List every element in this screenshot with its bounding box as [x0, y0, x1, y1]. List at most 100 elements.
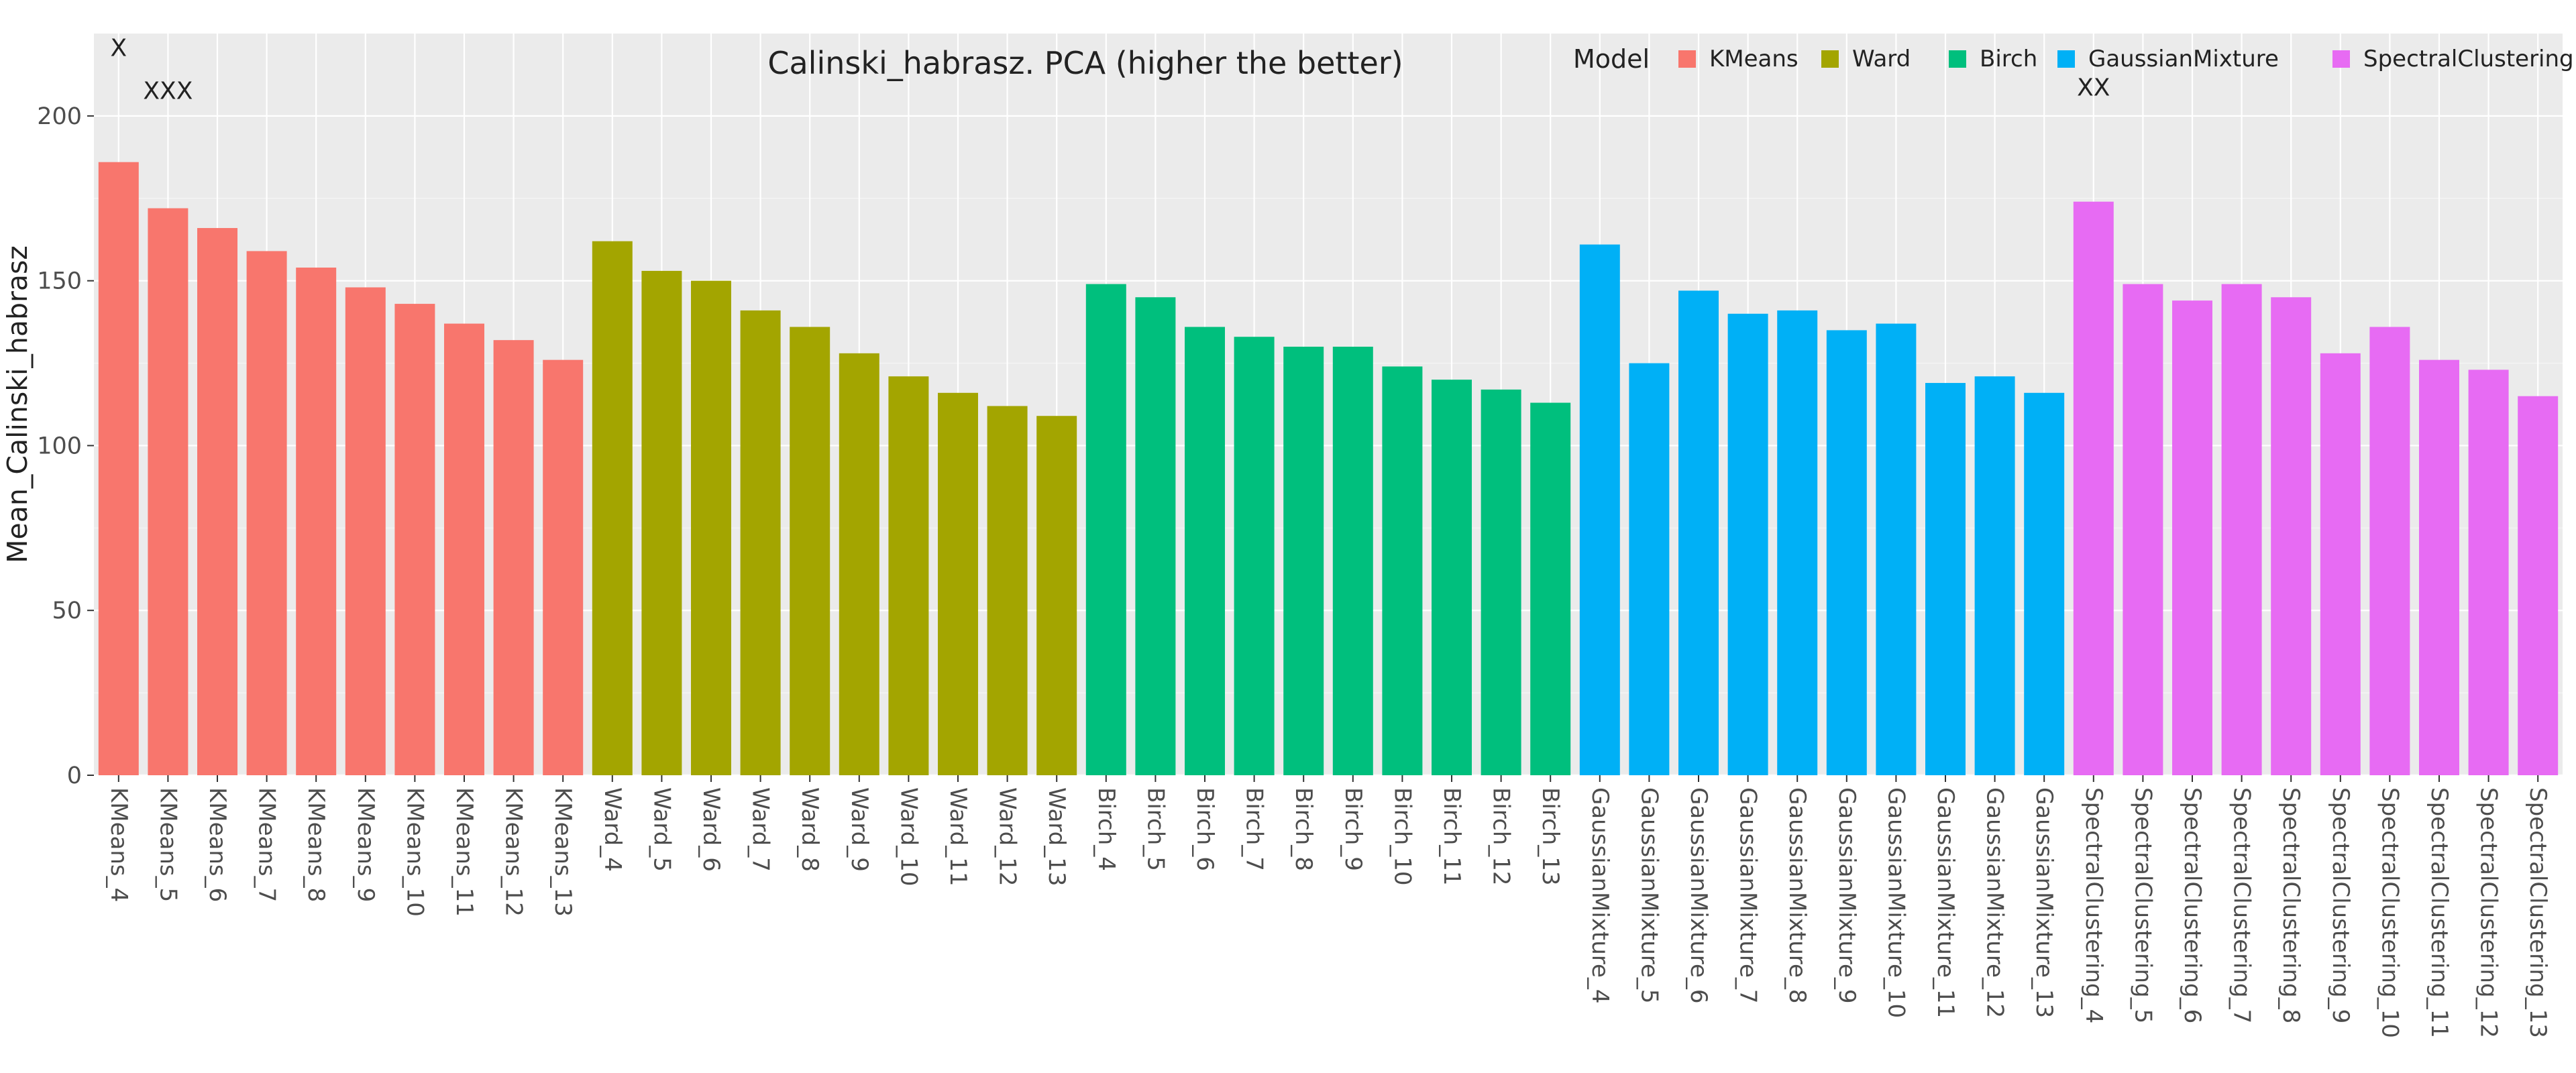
bar-ward-7 — [740, 310, 781, 775]
x-tick-label: Ward_10 — [895, 787, 922, 887]
y-tick-label: 100 — [37, 433, 82, 459]
x-tick-label: Birch_6 — [1191, 787, 1218, 871]
x-tick-label: KMeans_6 — [204, 787, 231, 902]
x-tick-label: Ward_4 — [599, 787, 626, 872]
legend-label: SpectralClustering — [2363, 46, 2574, 72]
bar-kmeans-6 — [197, 228, 237, 775]
x-tick-label: SpectralClustering_6 — [2179, 787, 2206, 1023]
bar-birch-12 — [1481, 389, 1521, 775]
x-tick-label: SpectralClustering_10 — [2376, 787, 2403, 1038]
bar-gaussianmixture-6 — [1678, 290, 1719, 775]
x-tick-label: GaussianMixture_10 — [1882, 787, 1909, 1018]
x-tick-label: SpectralClustering_7 — [2229, 787, 2255, 1023]
y-tick-label: 200 — [37, 103, 82, 130]
bar-ward-9 — [839, 353, 879, 775]
x-tick-label: Ward_7 — [747, 787, 774, 872]
bar-ward-13 — [1036, 416, 1077, 775]
x-tick-label: SpectralClustering_12 — [2475, 787, 2502, 1038]
bar-gaussianmixture-8 — [1777, 310, 1818, 775]
bar-ward-5 — [641, 270, 682, 775]
bar-birch-13 — [1530, 402, 1571, 775]
bar-birch-11 — [1432, 380, 1472, 775]
x-tick-label: KMeans_13 — [549, 787, 576, 917]
x-tick-label: Ward_6 — [698, 787, 724, 872]
x-tick-label: SpectralClustering_4 — [2080, 787, 2107, 1023]
x-tick-label: Birch_12 — [1488, 787, 1515, 886]
x-tick-label: KMeans_10 — [401, 787, 428, 917]
x-tick-label: Birch_9 — [1340, 787, 1366, 871]
bar-spectralclustering-6 — [2172, 300, 2212, 775]
legend-key-spectralclustering — [2332, 50, 2350, 68]
bar-kmeans-9 — [345, 287, 386, 775]
bar-gaussianmixture-11 — [1925, 383, 1966, 775]
bar-ward-6 — [691, 280, 731, 776]
x-tick-label: SpectralClustering_13 — [2524, 787, 2551, 1038]
bar-spectralclustering-10 — [2369, 327, 2410, 775]
x-tick-label: SpectralClustering_5 — [2129, 787, 2156, 1023]
bar-spectralclustering-5 — [2123, 284, 2163, 775]
bar-birch-4 — [1085, 284, 1126, 775]
bar-birch-6 — [1185, 327, 1225, 775]
bar-spectralclustering-11 — [2419, 359, 2459, 775]
bar-kmeans-8 — [296, 268, 337, 775]
bar-birch-10 — [1382, 366, 1423, 775]
x-tick-label: KMeans_11 — [451, 787, 478, 917]
bar-kmeans-13 — [543, 359, 584, 775]
bar-kmeans-11 — [444, 323, 484, 776]
x-tick-label: Ward_11 — [945, 787, 971, 887]
legend-title: Model — [1573, 44, 1650, 74]
bar-birch-9 — [1332, 346, 1373, 775]
y-tick-label: 150 — [37, 268, 82, 295]
bar-birch-5 — [1135, 297, 1176, 775]
x-tick-label: Ward_8 — [796, 787, 823, 872]
x-tick-label: KMeans_5 — [154, 787, 181, 902]
x-tick-label: Birch_11 — [1438, 787, 1465, 886]
bar-spectralclustering-7 — [2221, 284, 2262, 775]
x-tick-label: Ward_12 — [994, 787, 1021, 887]
x-tick-label: GaussianMixture_9 — [1833, 787, 1860, 1004]
bar-ward-12 — [987, 406, 1028, 775]
bar-kmeans-5 — [148, 208, 189, 776]
bar-kmeans-4 — [98, 162, 139, 775]
bar-spectralclustering-13 — [2518, 396, 2559, 775]
bar-ward-4 — [592, 241, 633, 775]
chart-title: Calinski_habrasz. PCA (higher the better… — [767, 45, 1403, 81]
legend-key-gaussianmixture — [2057, 50, 2075, 68]
y-axis-label: Mean_Calinski_habrasz — [1, 245, 34, 563]
x-tick-label: Birch_8 — [1290, 787, 1317, 871]
x-tick-label: KMeans_8 — [303, 787, 329, 902]
legend-key-ward — [1821, 50, 1839, 68]
bar-birch-7 — [1234, 337, 1275, 776]
x-tick-label: Birch_4 — [1093, 787, 1120, 871]
legend-label: GaussianMixture — [2088, 46, 2279, 72]
annotation-label: XX — [2077, 74, 2110, 102]
x-axis: KMeans_4 KMeans_5 KMeans_6 KMeans_7 KMeans_8… — [105, 775, 2551, 1038]
legend-key-kmeans — [1678, 50, 1696, 68]
x-tick-label: Birch_10 — [1389, 787, 1415, 886]
bar-ward-10 — [888, 376, 929, 775]
x-tick-label: GaussianMixture_5 — [1635, 787, 1662, 1004]
x-tick-label: Birch_13 — [1537, 787, 1564, 886]
annotation-label: X — [110, 35, 127, 62]
x-tick-label: SpectralClustering_9 — [2327, 787, 2354, 1023]
bars — [98, 162, 2559, 776]
x-tick-label: GaussianMixture_8 — [1784, 787, 1811, 1004]
legend-label: Birch — [1980, 46, 2037, 72]
x-tick-label: KMeans_9 — [352, 787, 379, 902]
bar-kmeans-10 — [394, 304, 435, 775]
bar-kmeans-12 — [493, 340, 534, 775]
legend: Model KMeans Ward Birch GaussianMixture Spec… — [1573, 44, 2574, 74]
bar-gaussianmixture-13 — [2024, 392, 2065, 775]
x-tick-label: GaussianMixture_13 — [2031, 787, 2057, 1018]
annotation-label: XXX — [143, 78, 193, 105]
legend-label: KMeans — [1709, 46, 1799, 72]
y-tick-label: 50 — [52, 598, 82, 624]
bar-spectralclustering-9 — [2320, 353, 2361, 775]
bar-spectralclustering-12 — [2468, 370, 2509, 775]
x-tick-label: Ward_5 — [648, 787, 675, 872]
bar-spectralclustering-8 — [2271, 297, 2312, 775]
x-tick-label: GaussianMixture_6 — [1685, 787, 1712, 1004]
x-tick-label: KMeans_7 — [254, 787, 280, 902]
